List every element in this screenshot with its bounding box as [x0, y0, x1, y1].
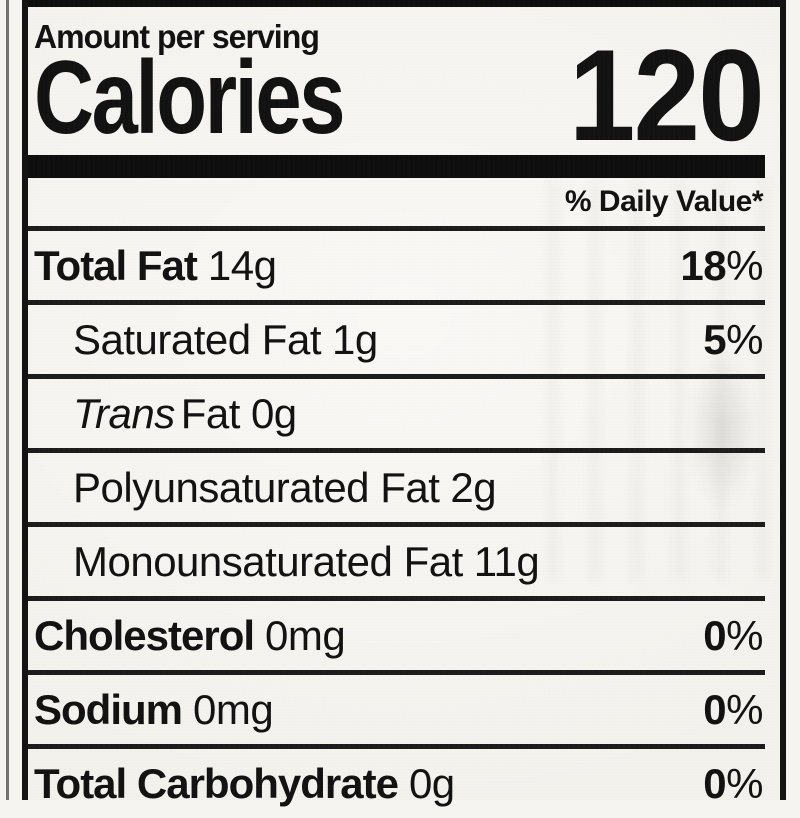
daily-value-header: % Daily Value* — [564, 185, 764, 218]
nutrient-name: Total Fat 14g — [34, 242, 277, 289]
nutrient-name-text: Sodium — [34, 686, 183, 733]
amount-per-serving-label: Amount per serving — [34, 18, 320, 55]
nutrient-row-saturated-fat: Saturated Fat 1g 5% — [28, 305, 765, 374]
top-border-bar — [28, 0, 780, 7]
row-divider — [28, 374, 765, 379]
nutrient-row-cholesterol: Cholesterol 0mg 0% — [28, 601, 765, 670]
percent-sign: % — [726, 242, 763, 289]
nutrient-row-total-fat: Total Fat 14g 18% — [28, 231, 765, 300]
nutrient-name-text: Total Carbohydrate — [34, 760, 399, 807]
percent-sign: % — [726, 686, 763, 733]
nutrient-row-total-carbohydrate: Total Carbohydrate 0g 0% — [28, 749, 765, 818]
nutrient-name: Monounsaturated Fat 11g — [73, 538, 540, 585]
row-divider — [28, 448, 765, 453]
calories-value: 120 — [568, 21, 765, 168]
percent-sign: % — [726, 316, 763, 363]
photo-edge-line — [6, 0, 9, 800]
nutrient-name-text: Monounsaturated Fat — [73, 538, 463, 585]
nutrient-name-text: Total Fat — [34, 242, 198, 289]
calories-label: Calories — [34, 39, 346, 156]
row-divider — [28, 596, 765, 601]
nutrition-label-photo: Amount per serving Calories 120 % Daily … — [6, 0, 786, 807]
nutrient-name-text: Saturated Fat — [73, 316, 321, 363]
row-divider — [28, 226, 765, 231]
nutrition-facts-panel: Amount per serving Calories 120 % Daily … — [22, 0, 786, 807]
nutrient-amount: 0mg — [265, 612, 346, 659]
calories-row: Calories 120 — [28, 30, 765, 160]
nutrient-row-polyunsaturated-fat: Polyunsaturated Fat 2g — [28, 453, 765, 522]
nutrient-amount: 0g — [408, 760, 455, 807]
daily-value-percent: 0% — [703, 686, 763, 733]
nutrient-name: Trans Fat 0g — [73, 391, 297, 437]
nutrient-row-monounsaturated-fat: Monounsaturated Fat 11g — [28, 527, 765, 596]
nutrient-name: Total Carbohydrate 0g — [34, 761, 455, 807]
nutrient-name-text: Polyunsaturated Fat — [73, 464, 440, 511]
calories-divider-bar — [28, 155, 765, 178]
daily-value-percent: 0% — [703, 612, 763, 659]
nutrient-amount: 0mg — [193, 686, 274, 733]
daily-value-percent: 18% — [680, 242, 763, 289]
nutrient-amount: 14g — [207, 242, 277, 289]
nutrient-name: Polyunsaturated Fat 2g — [73, 464, 497, 511]
nutrient-name: Cholesterol 0mg — [34, 612, 346, 659]
nutrient-amount: 1g — [331, 316, 378, 363]
percent-sign: % — [726, 760, 763, 807]
row-divider — [28, 670, 765, 675]
nutrient-name: Saturated Fat 1g — [73, 317, 378, 363]
nutrient-name-text: Fat — [180, 390, 241, 437]
nutrient-amount: 2g — [450, 464, 497, 511]
daily-value-percent: 5% — [703, 316, 763, 363]
nutrient-amount: 0g — [250, 390, 297, 437]
percent-sign: % — [726, 612, 763, 659]
nutrient-name-text: Cholesterol — [34, 612, 255, 659]
nutrient-name: Sodium 0mg — [34, 686, 274, 733]
row-divider — [28, 300, 765, 305]
row-divider — [28, 744, 765, 749]
nutrient-name-italic: Trans — [73, 390, 175, 437]
daily-value-percent: 0% — [703, 760, 763, 807]
row-divider — [28, 522, 765, 527]
label-content: Amount per serving Calories 120 % Daily … — [28, 20, 765, 818]
nutrient-row-sodium: Sodium 0mg 0% — [28, 675, 765, 744]
nutrient-row-trans-fat: Trans Fat 0g — [28, 379, 765, 448]
nutrient-amount: 11g — [473, 538, 540, 585]
